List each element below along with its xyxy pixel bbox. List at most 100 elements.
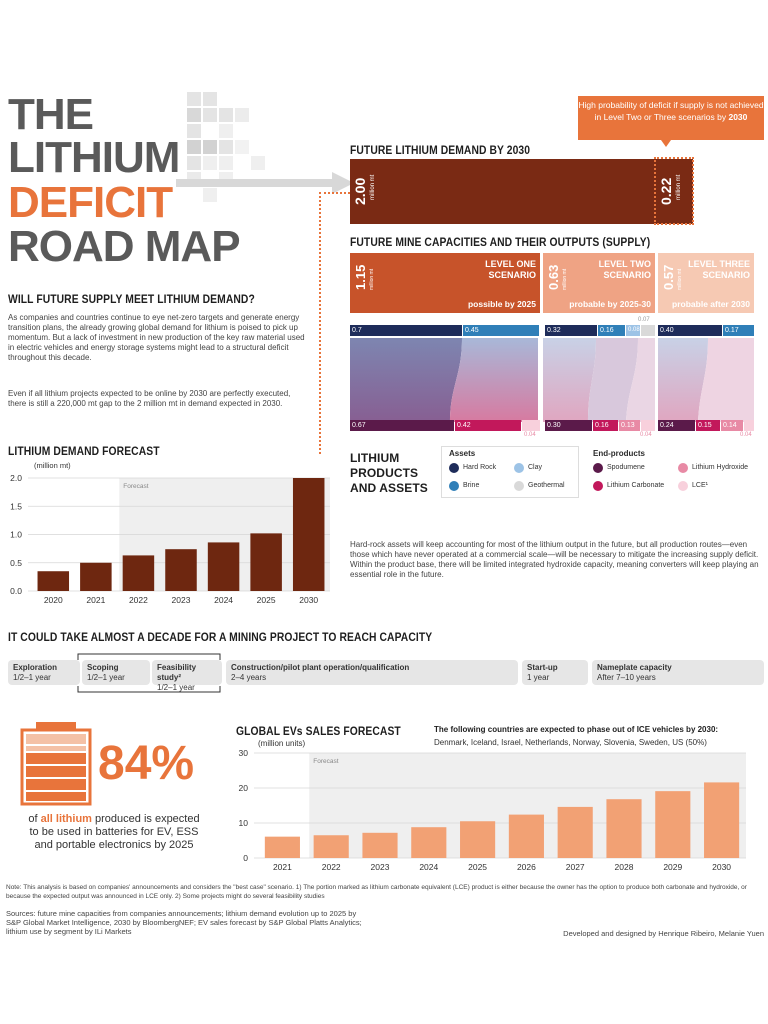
intro-paragraph-1: As companies and countries continue to e… <box>8 313 305 362</box>
bar-2027 <box>557 806 593 858</box>
timeline-step-startup: Start-up 1 year <box>522 660 588 685</box>
bar-2028 <box>606 799 642 858</box>
supply-heading: FUTURE MINE CAPACITIES AND THEIR OUTPUTS… <box>350 235 651 249</box>
y-tick-label: 0 <box>243 853 248 863</box>
timeline-step-feasibility: Feasibility study² 1/2–1 year <box>152 660 222 692</box>
y-tick-label: 0.0 <box>10 586 22 596</box>
legend-brine: Brine <box>463 482 480 489</box>
level-two-value: 0.63 <box>546 264 561 290</box>
products-legend-title: End-products <box>593 449 645 458</box>
legend-heading-line-1: LITHIUM <box>350 451 400 465</box>
asset-bar-hard-rock-l1: 0.7 <box>350 325 462 336</box>
timeline-heading: IT COULD TAKE ALMOST A DECADE FOR A MINI… <box>8 630 433 644</box>
asset-bar-hard-rock-l2: 0.32 <box>545 325 597 336</box>
assets-legend-box <box>441 446 579 498</box>
product-bar-spodumene-l2: 0.30 <box>545 420 592 431</box>
demand-bar <box>350 159 693 224</box>
product-bar-lce-l2 <box>641 420 655 431</box>
footer-sources: Sources: future mine capacities from com… <box>6 909 362 936</box>
hydroxide-swatch <box>678 463 688 473</box>
x-tick-label: 2030 <box>712 862 731 872</box>
demand-unit: million mt <box>370 174 376 200</box>
x-tick-label: 2025 <box>468 862 487 872</box>
asset-bar-brine-l1: 0.45 <box>463 325 539 336</box>
legend-geothermal: Geothermal <box>528 482 565 489</box>
sankey-flows <box>350 338 754 422</box>
x-tick-label: 2022 <box>129 595 148 605</box>
level-one-timing: possible by 2025 <box>467 299 536 309</box>
spodumene-swatch <box>593 463 603 473</box>
supply-level-one: 1.15 million mt LEVEL ONE SCENARIO possi… <box>350 253 540 313</box>
step-duration: After 7–10 years <box>597 673 656 682</box>
level-three-name: LEVEL THREE SCENARIO <box>688 259 750 280</box>
product-bar-spodumene-l1: 0.67 <box>350 420 454 431</box>
intro-paragraph-2: Even if all lithium projects expected to… <box>8 389 291 408</box>
legend-heading: LITHIUM PRODUCTS AND ASSETS <box>350 451 428 496</box>
product-small-value-l2: 0.04 <box>640 432 652 438</box>
x-tick-label: 2024 <box>419 862 438 872</box>
footer-credit: Developed and designed by Henrique Ribei… <box>563 929 764 938</box>
y-tick-label: 0.5 <box>10 558 22 568</box>
x-tick-label: 2020 <box>44 595 63 605</box>
legend-heading-line-3: AND ASSETS <box>350 481 428 495</box>
product-bar-hydroxide-l2: 0.13 <box>619 420 640 431</box>
bar-2021 <box>264 836 300 858</box>
supply-explanation: Hard-rock assets will keep accounting fo… <box>350 540 759 579</box>
supply-level-two: 0.63 million mt LEVEL TWO SCENARIO proba… <box>543 253 655 313</box>
bar-2029 <box>655 791 691 858</box>
product-bar-carbonate-l1: 0.42 <box>455 420 521 431</box>
x-tick-label: 2028 <box>615 862 634 872</box>
step-duration: 1/2–1 year <box>157 683 195 692</box>
bar-2025 <box>250 533 282 591</box>
bar-2023 <box>362 832 398 858</box>
level-three-timing: probable after 2030 <box>672 299 750 309</box>
caption-part: of <box>28 813 41 825</box>
x-tick-label: 2029 <box>663 862 682 872</box>
sources-line-3: lithium use by segment by ILi Markets <box>6 927 132 936</box>
x-tick-label: 2025 <box>257 595 276 605</box>
asset-bar-geothermal-l2 <box>641 325 655 336</box>
product-bar-carbonate-l3: 0.15 <box>696 420 720 431</box>
step-name: Exploration <box>13 663 58 672</box>
battery-caption: of all lithium produced is expected to b… <box>14 813 214 852</box>
deficit-gap-box <box>654 157 694 225</box>
sources-line-2: S&P Global Market Intelligence, 2030 by … <box>6 918 362 927</box>
asset-bar-brine-l2: 0.16 <box>598 325 625 336</box>
brine-swatch <box>449 481 459 491</box>
product-small-value-l3: 0.04 <box>740 432 752 438</box>
bar-2020 <box>37 571 70 591</box>
step-name: Nameplate capacity <box>597 663 672 672</box>
legend-hydroxide: Lithium Hydroxide <box>692 464 749 471</box>
level-three-unit: million mt <box>677 268 683 290</box>
demand-heading: FUTURE LITHIUM DEMAND BY 2030 <box>350 143 531 157</box>
callout-pointer-icon <box>661 140 671 147</box>
asset-small-value: 0.07 <box>638 317 650 323</box>
gap-value: 0.22 <box>658 177 674 205</box>
level-one-unit: million mt <box>369 268 375 290</box>
x-tick-label: 2026 <box>517 862 536 872</box>
demand-value: 2.00 <box>352 177 368 205</box>
level-three-value: 0.57 <box>661 264 676 290</box>
legend-hard-rock: Hard Rock <box>463 464 497 471</box>
demand-chart-title: LITHIUM DEMAND FORECAST <box>8 444 160 458</box>
intro-heading: WILL FUTURE SUPPLY MEET LITHIUM DEMAND? <box>8 292 255 306</box>
bar-2025 <box>460 821 496 858</box>
step-name: Scoping <box>87 663 119 672</box>
timeline-step-nameplate: Nameplate capacity After 7–10 years <box>592 660 764 685</box>
legend-clay: Clay <box>528 464 543 471</box>
battery-icon <box>20 722 92 806</box>
lce-swatch <box>678 481 688 491</box>
bar-2022 <box>122 555 155 591</box>
y-tick-label: 30 <box>239 748 249 758</box>
ev-chart-title: GLOBAL EVs SALES FORECAST <box>236 724 401 738</box>
x-tick-label: 2023 <box>371 862 390 872</box>
bar-2022 <box>313 835 349 858</box>
x-tick-label: 2021 <box>273 862 292 872</box>
dotted-connector-top <box>319 192 350 194</box>
bar-2021 <box>80 562 112 591</box>
y-tick-label: 10 <box>239 818 249 828</box>
timeline-step-exploration: Exploration 1/2–1 year <box>8 660 80 685</box>
asset-bar-brine-l3: 0.17 <box>723 325 754 336</box>
timeline-bracket <box>77 653 221 693</box>
